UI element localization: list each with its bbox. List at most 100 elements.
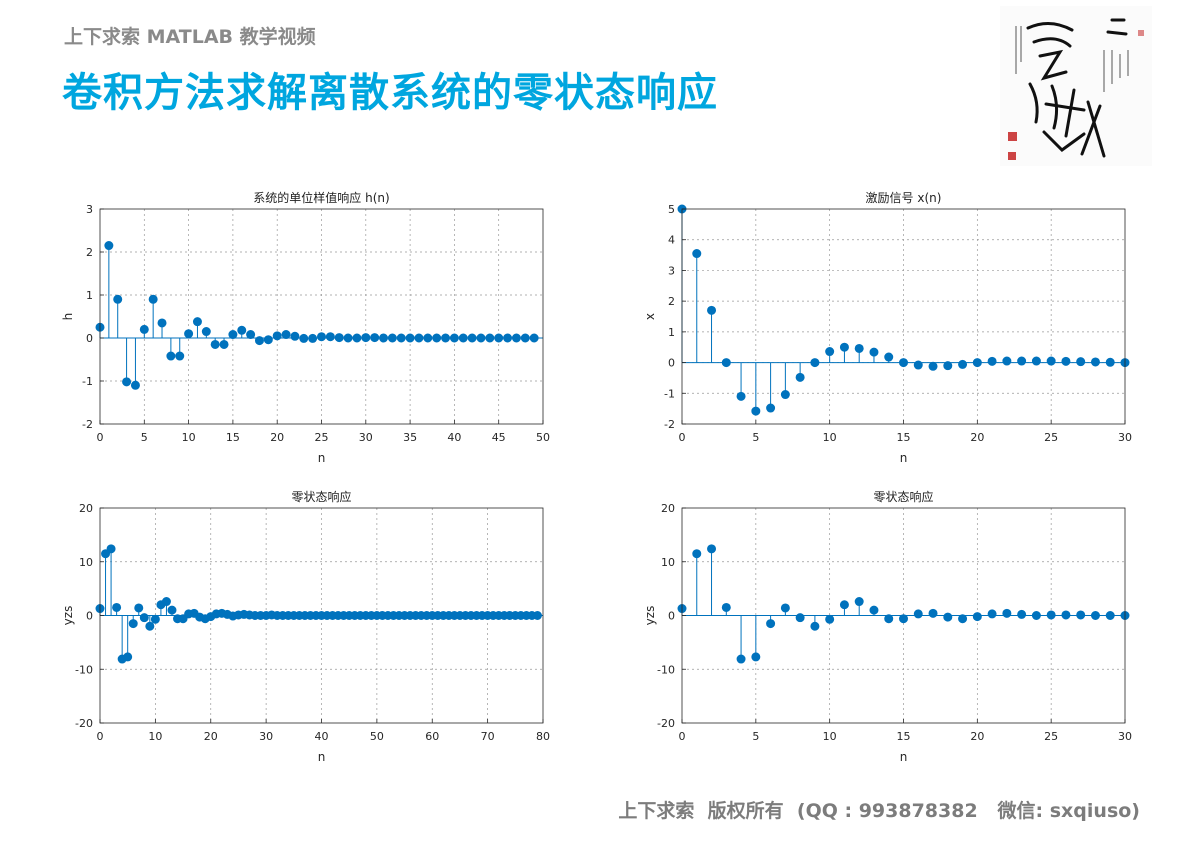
x-tick-label: 50 [370,730,384,743]
plot-area [682,209,1125,424]
stem-marker [780,390,790,400]
stem-marker [405,333,415,343]
y-tick-label: -10 [657,663,675,676]
y-tick-label: 3 [86,203,93,216]
stem-marker [780,603,790,613]
y-tick-label: 0 [668,357,675,370]
x-tick-label: 0 [679,730,686,743]
x-tick-label: 0 [97,730,104,743]
stem-marker [928,608,938,618]
y-tick-label: 2 [668,295,675,308]
stem-marker [210,339,220,349]
stem-marker [396,333,406,343]
stem-marker [692,549,702,559]
stem-marker [237,325,247,335]
stem-marker [943,612,953,622]
stem-marker [899,614,908,624]
y-axis-label: yzs [643,606,657,626]
x-tick-label: 5 [752,431,759,444]
stem-marker [106,544,116,554]
stem-marker [104,241,114,251]
stem-marker [325,332,335,342]
stem-marker [192,317,202,327]
chart-title: 激励信号 x(n) [866,191,942,205]
stem-marker [958,359,968,369]
y-tick-label: 0 [86,610,93,623]
stem-marker [139,324,149,334]
y-axis-label: h [61,313,75,321]
x-tick-label: 5 [141,431,148,444]
stem-marker [317,332,326,342]
stem-marker [148,294,158,304]
x-tick-label: 50 [536,431,550,444]
x-axis-label: n [900,750,908,764]
stem-marker [101,549,111,559]
stem-marker [899,358,908,368]
stem-marker [736,391,746,401]
stem-marker [869,605,879,615]
stem-marker [272,331,282,341]
stem-marker [928,361,938,371]
y-tick-label: 10 [661,556,675,569]
x-tick-label: 15 [897,730,911,743]
y-axis-label: yzs [61,606,75,626]
y-tick-label: 1 [668,326,675,339]
stem-marker [299,333,309,343]
stem-marker [1046,610,1056,620]
y-tick-label: 0 [86,332,93,345]
stem-marker [1105,357,1115,367]
stem-marker [423,333,433,343]
stem-marker [1002,608,1012,618]
stem-marker [825,614,835,624]
plot-area [100,209,543,424]
stem-marker [145,621,155,631]
stem-marker [692,249,702,259]
stem-marker [1017,356,1027,366]
stem-marker [520,333,530,343]
stem-marker [972,612,982,622]
x-tick-label: 15 [226,431,240,444]
stem-marker [532,611,542,620]
y-axis-label: x [643,313,657,320]
stem-marker [1076,357,1086,367]
stem-marker [958,614,968,624]
stem-marker [334,333,344,343]
copyright-footer: 上下求索 版权所有 (QQ : 993878382 微信: sxqiuso) [618,800,1140,822]
x-tick-label: 45 [492,431,506,444]
stem-marker [825,347,835,357]
stem-marker [869,347,879,357]
x-tick-label: 20 [970,730,984,743]
stem-marker [178,614,188,624]
y-tick-label: 1 [86,289,93,302]
stem-marker [795,613,805,623]
chart-2: 0 5 10 15 20 25 30 -2 -1 0 1 2 3 4 5 激励信号 x(n) n x [643,191,1132,465]
x-axis-label: n [900,451,908,465]
x-tick-label: 10 [823,730,837,743]
stem-marker [161,597,171,607]
x-tick-label: 10 [823,431,837,444]
x-tick-label: 0 [679,431,686,444]
stem-marker [854,597,864,607]
stem-marker [1076,610,1086,620]
stem-marker [414,333,424,343]
stem-marker [122,377,132,387]
stem-marker [476,333,486,343]
y-tick-label: 2 [86,246,93,259]
y-tick-label: -1 [82,375,93,388]
y-tick-label: 20 [79,502,93,515]
y-tick-label: -2 [82,418,93,431]
x-tick-label: 25 [1044,431,1058,444]
x-tick-label: 60 [425,730,439,743]
stem-marker [449,333,459,343]
y-tick-label: -20 [657,717,675,730]
stem-marker [432,333,442,343]
stem-marker [943,361,953,371]
x-tick-label: 15 [897,431,911,444]
stem-marker [184,329,194,339]
chart-title: 零状态响应 [291,489,351,504]
stem-marker [370,333,380,343]
x-tick-label: 30 [359,431,373,444]
x-tick-label: 30 [1118,730,1132,743]
stem-marker [839,342,849,352]
